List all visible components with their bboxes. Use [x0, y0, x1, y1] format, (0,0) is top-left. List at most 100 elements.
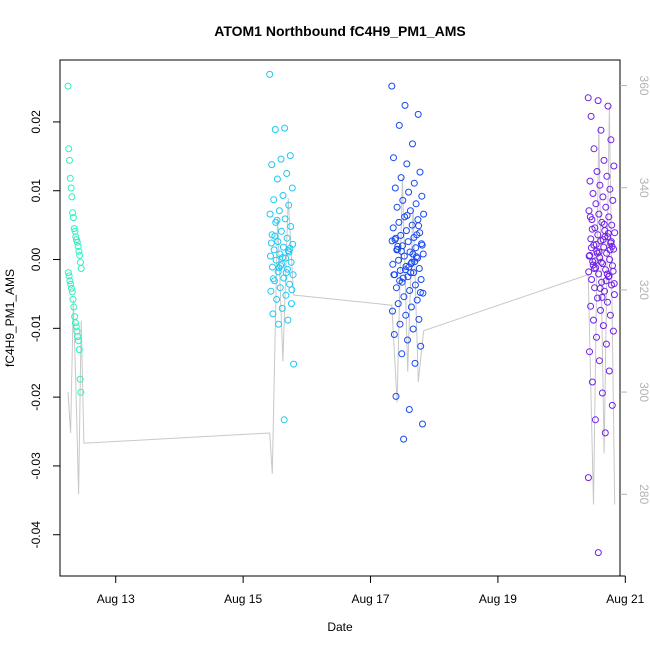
data-point: [270, 246, 278, 254]
data-point: [389, 224, 397, 232]
plot-frame: [59, 59, 621, 577]
data-point: [586, 348, 593, 356]
data-point: [605, 367, 613, 375]
data-point: [605, 272, 613, 280]
data-point: [411, 281, 419, 289]
data-point: [287, 223, 295, 230]
data-point: [266, 210, 274, 218]
data-point: [590, 316, 597, 324]
data-point: [599, 193, 607, 201]
data-point: [603, 172, 611, 180]
data-point: [267, 252, 274, 260]
data-point: [394, 242, 402, 250]
data-point: [593, 168, 601, 175]
y-tick-label: -0.04: [29, 521, 43, 549]
data-point: [288, 286, 296, 294]
data-point: [68, 193, 76, 201]
data-point: [592, 240, 600, 248]
data-point: [586, 177, 594, 185]
data-point: [277, 227, 285, 235]
data-point: [75, 337, 82, 345]
data-point: [599, 260, 607, 268]
data-point: [609, 196, 617, 204]
data-point: [399, 274, 407, 282]
data-point: [282, 291, 290, 299]
data-point: [413, 231, 421, 239]
data-point: [67, 184, 75, 192]
data-point: [399, 196, 407, 204]
data-point: [392, 284, 400, 292]
data-point: [412, 253, 420, 261]
data-point: [269, 275, 277, 283]
data-point: [601, 233, 609, 241]
data-point: [585, 268, 593, 276]
data-point: [417, 342, 425, 350]
data-point: [280, 416, 288, 424]
data-point: [596, 181, 604, 189]
data-point: [273, 295, 281, 303]
data-point: [285, 248, 293, 256]
data-point: [64, 82, 72, 90]
data-point: [403, 160, 411, 168]
data-point: [591, 416, 599, 424]
data-point: [393, 246, 401, 254]
data-point: [604, 298, 611, 306]
data-point: [64, 269, 72, 277]
data-point: [286, 245, 294, 252]
data-point: [594, 231, 602, 239]
data-point: [288, 184, 296, 192]
data-point: [589, 261, 597, 269]
data-point: [415, 222, 423, 230]
data-point: [282, 254, 289, 262]
data-point: [396, 320, 404, 328]
data-point: [392, 392, 400, 400]
data-point: [594, 294, 601, 302]
data-point: [595, 357, 603, 365]
data-point: [283, 170, 291, 177]
data-point: [586, 213, 594, 221]
data-point: [76, 251, 84, 259]
data-point: [280, 274, 288, 282]
data-point: [69, 209, 77, 217]
data-point: [267, 287, 275, 295]
data-point: [597, 126, 605, 134]
data-point: [588, 225, 596, 233]
data-point: [402, 227, 410, 235]
data-point: [275, 264, 283, 272]
data-point: [284, 265, 291, 273]
data-point: [271, 126, 279, 133]
data-point: [602, 340, 610, 348]
data-point: [269, 310, 277, 318]
data-point: [407, 303, 415, 311]
data-point: [406, 287, 414, 294]
data-point: [392, 234, 400, 242]
data-point: [65, 145, 73, 153]
point-layer: [64, 70, 619, 557]
data-point: [395, 121, 403, 129]
data-point: [611, 229, 619, 237]
data-point: [74, 242, 82, 250]
data-point: [412, 200, 420, 208]
data-point: [587, 235, 595, 243]
data-point: [590, 265, 598, 272]
data-point: [290, 360, 298, 368]
data-point: [416, 168, 424, 176]
data-point: [66, 277, 74, 285]
data-point: [273, 175, 281, 183]
y2-tick-label: 340: [637, 178, 650, 198]
data-point: [608, 401, 616, 409]
data-point: [74, 333, 82, 341]
data-point: [390, 154, 397, 162]
data-point: [270, 196, 278, 204]
y2-tick-label: 320: [637, 280, 650, 300]
data-point: [68, 284, 75, 292]
data-point: [402, 311, 410, 319]
data-point: [401, 101, 409, 109]
data-point: [596, 284, 604, 292]
x-axis-label: Date: [327, 620, 353, 634]
data-point: [587, 112, 595, 120]
data-point: [405, 188, 413, 196]
data-point: [391, 184, 399, 192]
data-point: [608, 242, 616, 250]
data-point: [415, 265, 423, 272]
